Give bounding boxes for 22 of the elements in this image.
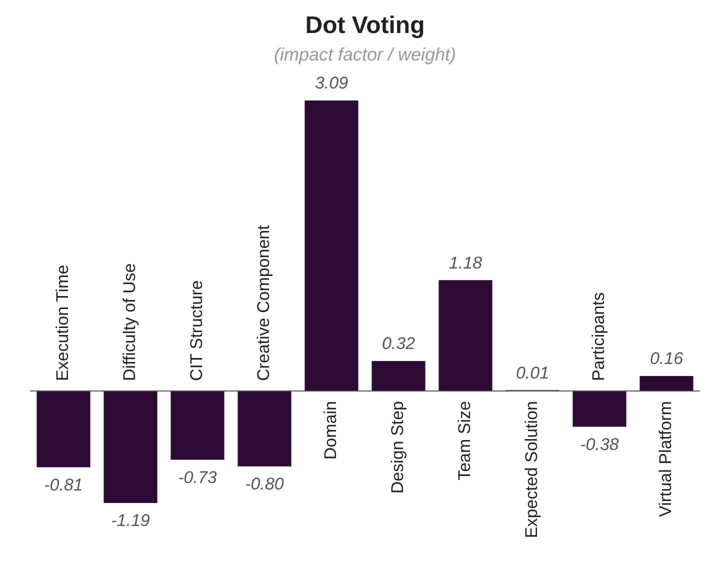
x-tick-label: Difficulty of Use — [120, 263, 140, 382]
data-label: -0.38 — [580, 435, 620, 454]
data-label: -0.73 — [178, 468, 218, 487]
data-label: 1.18 — [448, 253, 483, 272]
data-label: -0.81 — [44, 475, 83, 494]
data-label: 0.01 — [516, 363, 550, 382]
x-tick-label: Execution Time — [53, 264, 72, 382]
x-tick-label: Team Size — [455, 401, 474, 480]
data-label: 3.09 — [314, 74, 349, 93]
chart-subtitle: (impact factor / weight) — [274, 44, 456, 65]
data-label: -1.19 — [111, 511, 150, 530]
x-tick-label: Participants — [589, 292, 608, 382]
data-label: -0.80 — [245, 474, 284, 494]
x-tick-label: Design Step — [388, 401, 408, 494]
x-tick-label: Expected Solution — [522, 401, 542, 538]
x-tick-label: Creative Component — [254, 224, 274, 382]
x-tick-label: Virtual Platform — [656, 401, 676, 517]
data-label: 0.16 — [650, 349, 684, 368]
x-tick-label: Domain — [321, 401, 340, 460]
x-tick-label: CIT Structure — [187, 280, 206, 382]
chart-title: Dot Voting — [305, 12, 425, 40]
data-label: 0.32 — [382, 334, 416, 354]
